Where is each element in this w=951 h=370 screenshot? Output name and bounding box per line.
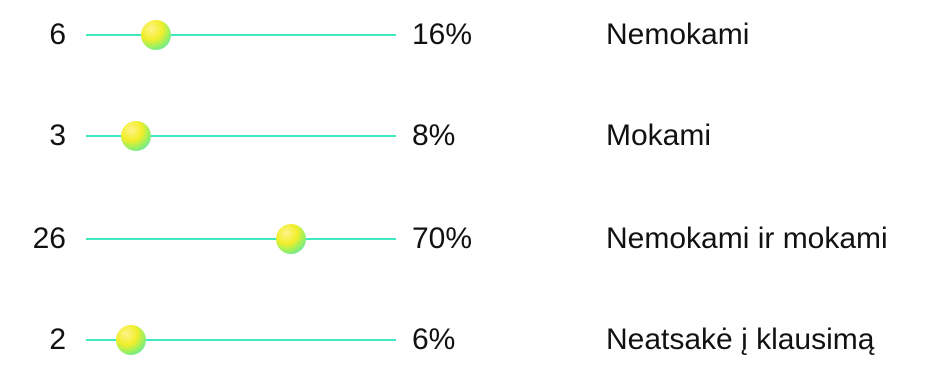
percent-label: 16% [412, 18, 473, 51]
category-label: Nemokami [606, 18, 750, 51]
slider-knob [141, 20, 171, 50]
slider-track [86, 34, 396, 36]
slider-knob [121, 121, 151, 151]
chart-row: 6 16% Nemokami [0, 5, 951, 65]
chart-row: 3 8% Mokami [0, 106, 951, 166]
percent-label: 70% [412, 222, 473, 255]
slider-chart: 6 16% Nemokami 3 8% Mokami 26 70% Nemokami ir mo… [0, 5, 951, 356]
category-label: Mokami [606, 119, 712, 152]
category-label: Neatsakė į klausimą [606, 323, 875, 356]
count-label: 2 [49, 323, 66, 356]
slider-track [86, 135, 396, 137]
percent-label: 6% [412, 323, 456, 356]
slider-knob [276, 224, 306, 254]
slider-track [86, 238, 396, 240]
slider-knob [116, 325, 146, 355]
category-label: Nemokami ir mokami [606, 222, 888, 255]
count-label: 6 [49, 18, 66, 51]
chart-row: 26 70% Nemokami ir mokami [0, 209, 951, 269]
count-label: 3 [49, 119, 66, 152]
count-label: 26 [32, 222, 66, 255]
slider-track [86, 339, 396, 341]
percent-label: 8% [412, 119, 456, 152]
chart-row: 2 6% Neatsakė į klausimą [0, 310, 951, 370]
